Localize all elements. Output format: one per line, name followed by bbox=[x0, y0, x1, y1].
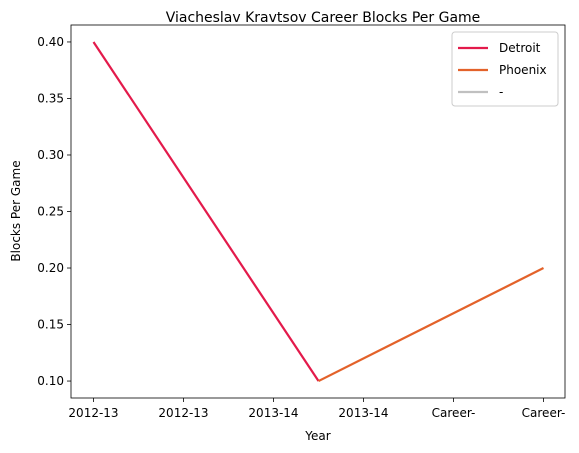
legend-label: Phoenix bbox=[499, 63, 547, 77]
y-tick-label: 0.40 bbox=[37, 35, 64, 49]
series-line-detroit bbox=[92, 41, 320, 382]
legend-box bbox=[451, 31, 559, 107]
legend: Detroit Phoenix - bbox=[451, 31, 559, 107]
x-tick-label: 2012-13 bbox=[158, 406, 208, 420]
series-line-phoenix bbox=[318, 267, 544, 383]
y-tick-label: 0.30 bbox=[37, 148, 64, 162]
x-axis: 2012-13 2012-13 2013-14 2013-14 Career- Caree… bbox=[68, 398, 565, 420]
x-tick-label: 2013-14 bbox=[338, 406, 388, 420]
x-tick-label: 2012-13 bbox=[68, 406, 118, 420]
legend-label: - bbox=[499, 85, 503, 99]
y-tick-label: 0.20 bbox=[37, 261, 64, 275]
y-axis: 0.10 0.15 0.20 0.25 0.30 0.35 0.40 bbox=[37, 35, 71, 388]
x-axis-label: Year bbox=[304, 429, 330, 443]
chart-title: Viacheslav Kravtsov Career Blocks Per Ga… bbox=[166, 10, 481, 26]
y-tick-label: 0.10 bbox=[37, 374, 64, 388]
x-tick-label: 2013-14 bbox=[248, 406, 298, 420]
y-tick-label: 0.35 bbox=[37, 91, 64, 105]
series-lines bbox=[92, 41, 544, 383]
x-tick-label: Career- bbox=[432, 406, 476, 420]
legend-label: Detroit bbox=[499, 41, 541, 55]
y-tick-label: 0.15 bbox=[37, 318, 64, 332]
x-tick-label: Career- bbox=[522, 406, 566, 420]
y-tick-label: 0.25 bbox=[37, 205, 64, 219]
y-axis-label: Blocks Per Game bbox=[9, 160, 23, 261]
